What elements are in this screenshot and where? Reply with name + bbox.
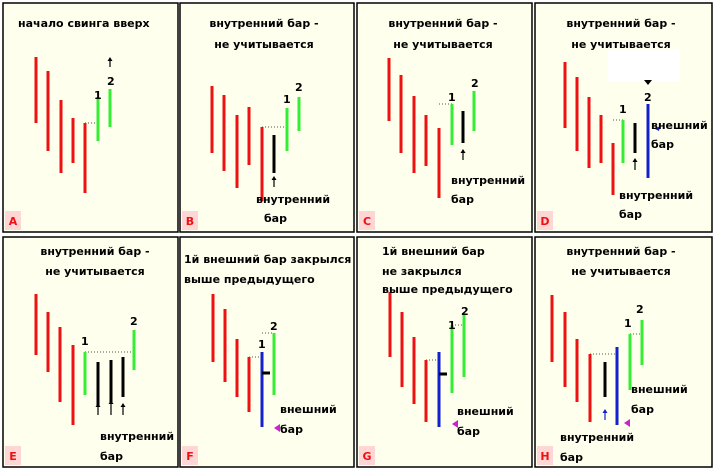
panel-title: внутренний бар - bbox=[566, 245, 675, 258]
letter-box bbox=[182, 211, 198, 230]
panel-letter: F bbox=[186, 450, 194, 463]
panel: внутренний бар - не учитывается 12 внешний б… bbox=[534, 236, 713, 468]
panel-letter: E bbox=[9, 450, 17, 463]
annotation: бар bbox=[619, 208, 642, 221]
annotation: 1 bbox=[448, 91, 456, 104]
annotation: 2 bbox=[270, 320, 278, 333]
annotation: 2 bbox=[130, 315, 138, 328]
annotation: 1 bbox=[81, 335, 89, 348]
panel: внутренний бар - не учитывается 1 2 внутренн… bbox=[2, 236, 179, 468]
panel-letter: H bbox=[540, 450, 549, 463]
panel-frame bbox=[356, 236, 533, 468]
annotation: 2 bbox=[644, 91, 652, 104]
annotation: бар bbox=[280, 423, 303, 436]
annotation: 1 bbox=[448, 319, 456, 332]
arrow-head bbox=[120, 403, 126, 407]
panel-title: внутренний бар - bbox=[209, 17, 318, 30]
letter-box bbox=[5, 211, 21, 230]
annotation: внутренний bbox=[451, 174, 525, 187]
annotation: внутренний bbox=[619, 189, 693, 202]
panel-frame bbox=[179, 236, 355, 468]
annotation: бар bbox=[100, 450, 123, 463]
panel-letter: G bbox=[362, 450, 371, 463]
panel-title: не учитывается bbox=[571, 265, 670, 278]
panel-title: выше предыдущего bbox=[382, 283, 513, 296]
panel: внутренний бар - не учитывается 12 внутренн… bbox=[179, 2, 355, 233]
panel-letter: A bbox=[9, 215, 18, 228]
annotation: 2 bbox=[471, 77, 479, 90]
annotation: бар bbox=[451, 193, 474, 206]
annotation: внутренний bbox=[256, 193, 330, 206]
annotation: внутренний bbox=[100, 430, 174, 443]
annotation: внутренний bbox=[560, 431, 634, 444]
annotation: бар bbox=[631, 403, 654, 416]
annotation: 1 bbox=[258, 338, 266, 351]
panel: внутренний бар - не учитывается 1 2 внешний б… bbox=[534, 2, 713, 233]
arrow-head bbox=[644, 80, 652, 85]
panel-title: не учитывается bbox=[393, 38, 492, 51]
panel: 1й внешний бар закрылся выше предыдущего 1… bbox=[179, 236, 355, 468]
arrow-head bbox=[271, 176, 277, 180]
panel: начало свинга вверх 12 A bbox=[2, 2, 179, 233]
marker-triangle bbox=[452, 420, 458, 428]
panel-title: 1й внешний бар закрылся bbox=[184, 253, 351, 266]
panel-title: начало свинга вверх bbox=[18, 17, 150, 30]
panel-frame bbox=[2, 236, 179, 468]
panel-title: внутренний бар - bbox=[40, 245, 149, 258]
letter-box bbox=[359, 446, 375, 465]
panel-title: не учитывается bbox=[214, 38, 313, 51]
letter-box bbox=[537, 211, 553, 230]
letter-box bbox=[182, 446, 198, 465]
panel-frame bbox=[534, 2, 713, 233]
panel: 1й внешний бар не закрылся выше предыдущег… bbox=[356, 236, 533, 468]
annotation: бар bbox=[651, 138, 674, 151]
annotation: бар bbox=[264, 212, 287, 225]
annotation: 2 bbox=[295, 81, 303, 94]
annotation: внешний bbox=[457, 405, 514, 418]
arrow-head bbox=[108, 400, 114, 404]
annotation: 2 bbox=[461, 305, 469, 318]
panel-title: не закрылся bbox=[382, 265, 462, 278]
arrow-head bbox=[95, 403, 101, 407]
marker-triangle bbox=[624, 419, 630, 427]
panel: внутренний бар - не учитывается 1 2 внутренн… bbox=[356, 2, 533, 233]
panel-title: 1й внешний бар bbox=[382, 245, 485, 258]
marker-triangle bbox=[274, 424, 280, 432]
annotation: 2 bbox=[107, 75, 115, 88]
panel-title: внутренний бар - bbox=[388, 17, 497, 30]
arrow-head bbox=[632, 158, 638, 162]
annotation: 2 bbox=[636, 303, 644, 316]
annotation: 1 bbox=[94, 89, 102, 102]
panel-letter: B bbox=[186, 215, 194, 228]
annotation: внешний bbox=[280, 403, 337, 416]
panel-letter: C bbox=[363, 215, 371, 228]
panel-title: не учитывается bbox=[571, 38, 670, 51]
annotation: 1 bbox=[619, 103, 627, 116]
panel-frame bbox=[2, 2, 179, 233]
letter-box bbox=[537, 446, 553, 465]
arrow-head bbox=[655, 126, 660, 131]
panel-frame bbox=[356, 2, 533, 233]
annotation: 1 bbox=[283, 93, 291, 106]
blank-box bbox=[608, 49, 680, 81]
arrow-head bbox=[107, 57, 113, 61]
panel-title: не учитывается bbox=[45, 265, 144, 278]
panel-title: выше предыдущего bbox=[184, 273, 315, 286]
annotation: внешний bbox=[631, 383, 688, 396]
annotation: 1 bbox=[624, 317, 632, 330]
arrow-head bbox=[602, 409, 608, 413]
annotation: внешний bbox=[651, 119, 708, 132]
letter-box bbox=[5, 446, 21, 465]
arrow-head bbox=[460, 149, 466, 153]
annotation: бар bbox=[560, 451, 583, 464]
panel-title: внутренний бар - bbox=[566, 17, 675, 30]
annotation: бар bbox=[457, 425, 480, 438]
letter-box bbox=[359, 211, 375, 230]
panel-letter: D bbox=[540, 215, 549, 228]
panel-frame bbox=[179, 2, 355, 233]
